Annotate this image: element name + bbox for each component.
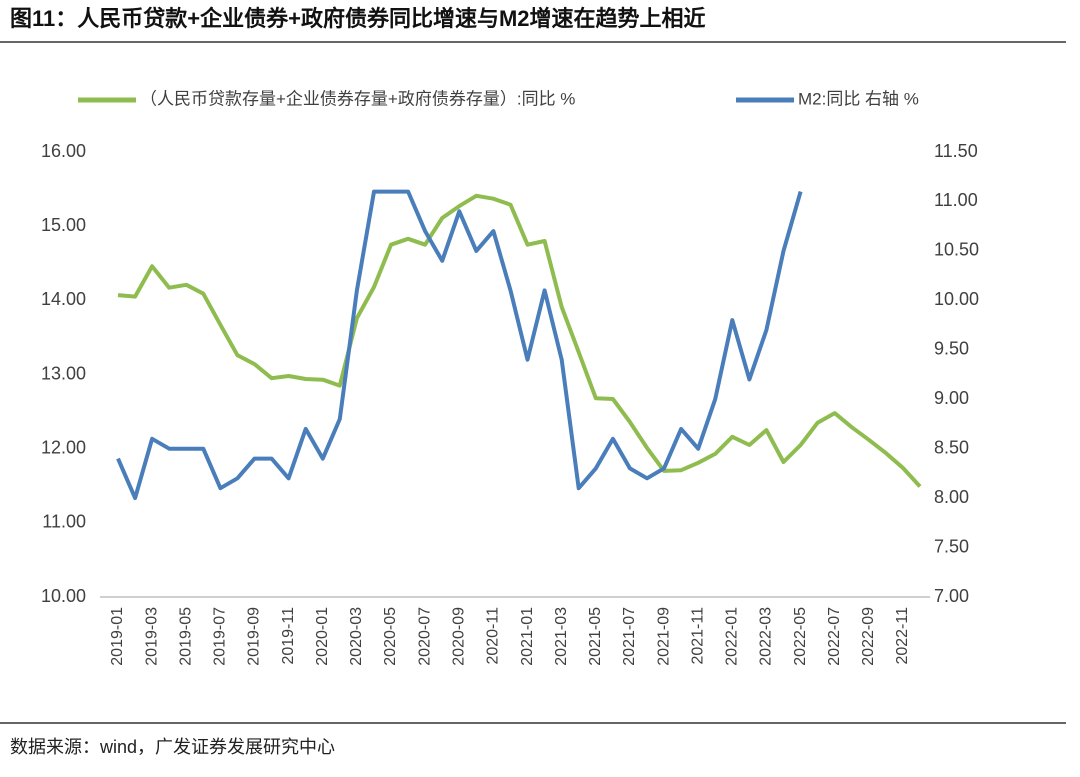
y2-tick-label: 10.50 (934, 240, 979, 260)
source-note: 数据来源：wind，广发证券发展研究中心 (10, 737, 335, 757)
x-tick-label: 2022-11 (894, 607, 911, 665)
y-tick-label: 16.00 (41, 141, 86, 161)
y2-tick-label: 7.50 (934, 536, 969, 556)
y2-tick-label: 11.00 (934, 190, 978, 210)
x-tick-label: 2022-01 (724, 607, 741, 666)
x-tick-label: 2019-11 (280, 607, 297, 665)
y2-tick-label: 9.00 (934, 388, 969, 408)
x-tick-label: 2021-07 (621, 607, 638, 666)
series-line (117, 193, 922, 488)
x-tick-label: 2021-03 (553, 607, 570, 666)
y2-tick-label: 7.00 (934, 586, 969, 606)
legend-label: （人民币贷款存量+企业债券存量+政府债券存量）:同比 % (140, 89, 575, 108)
x-tick-label: 2020-01 (314, 607, 331, 666)
y-tick-label: 15.00 (41, 215, 86, 235)
x-tick-label: 2022-07 (826, 607, 843, 666)
x-tick-label: 2020-11 (485, 607, 502, 665)
x-tick-label: 2020-07 (416, 607, 433, 666)
x-tick-label: 2020-03 (348, 607, 365, 666)
y2-tick-label: 8.50 (934, 437, 969, 457)
chart-title: 图11：人民币贷款+企业债券+政府债券同比增速与M2增速在趋势上相近 (10, 6, 706, 31)
y-tick-label: 14.00 (41, 289, 86, 309)
x-tick-label: 2019-07 (212, 607, 229, 666)
x-tick-label: 2021-09 (655, 607, 672, 666)
x-tick-label: 2020-09 (450, 607, 467, 666)
y-tick-label: 13.00 (41, 363, 86, 383)
x-tick-label: 2019-01 (109, 607, 126, 666)
x-tick-label: 2019-05 (177, 607, 194, 666)
y2-tick-label: 10.00 (934, 289, 979, 309)
x-tick-label: 2022-05 (792, 607, 809, 666)
x-tick-label: 2021-11 (689, 607, 706, 665)
x-tick-label: 2022-09 (860, 607, 877, 666)
series-line (116, 189, 803, 501)
y2-tick-label: 9.50 (934, 339, 969, 359)
y2-tick-label: 11.50 (934, 141, 978, 161)
y-tick-label: 11.00 (42, 512, 86, 532)
x-tick-label: 2022-03 (758, 607, 775, 666)
y-tick-label: 10.00 (41, 586, 86, 606)
x-tick-label: 2020-05 (382, 607, 399, 666)
x-tick-label: 2021-05 (587, 607, 604, 666)
y2-tick-label: 8.00 (934, 487, 969, 507)
y-tick-label: 12.00 (41, 437, 86, 457)
x-tick-label: 2019-09 (246, 607, 263, 666)
x-tick-label: 2019-03 (143, 607, 160, 666)
legend-label: M2:同比 右轴 % (798, 89, 919, 108)
x-tick-label: 2021-01 (519, 607, 536, 666)
